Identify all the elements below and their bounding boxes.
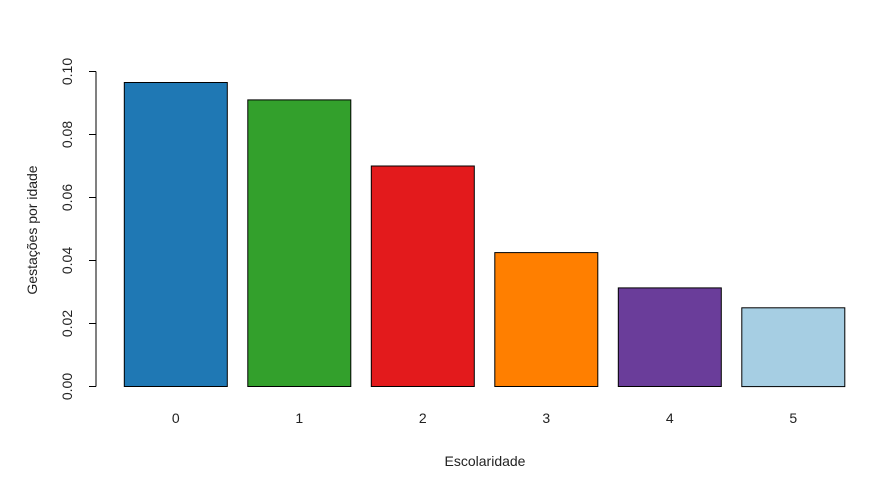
y-axis: 0.00 0.02 0.04 0.06 0.08 0.10 [59, 58, 97, 400]
y-tick-label: 0.00 [59, 373, 75, 400]
bar-4 [617, 287, 722, 387]
x-axis-ticks: 0 1 2 3 4 5 [172, 410, 797, 426]
y-tick-label: 0.02 [59, 310, 75, 337]
bar-2 [370, 165, 475, 387]
x-tick-label: 0 [172, 410, 180, 426]
x-axis-label: Escolaridade [445, 453, 526, 469]
y-tick-label: 0.08 [59, 121, 75, 148]
x-tick-label: 1 [295, 410, 303, 426]
bar-3 [494, 252, 599, 387]
y-tick-label: 0.04 [59, 247, 75, 274]
bars-group [123, 82, 846, 388]
x-tick-label: 3 [542, 410, 550, 426]
x-tick-label: 5 [789, 410, 797, 426]
y-axis-label: Gestações por idade [24, 165, 40, 294]
y-tick-label: 0.10 [59, 58, 75, 85]
x-tick-label: 4 [666, 410, 674, 426]
bar-0 [123, 82, 228, 387]
bar-1 [247, 99, 352, 388]
y-tick-label: 0.06 [59, 184, 75, 211]
bar-5 [741, 307, 846, 388]
x-tick-label: 2 [419, 410, 427, 426]
